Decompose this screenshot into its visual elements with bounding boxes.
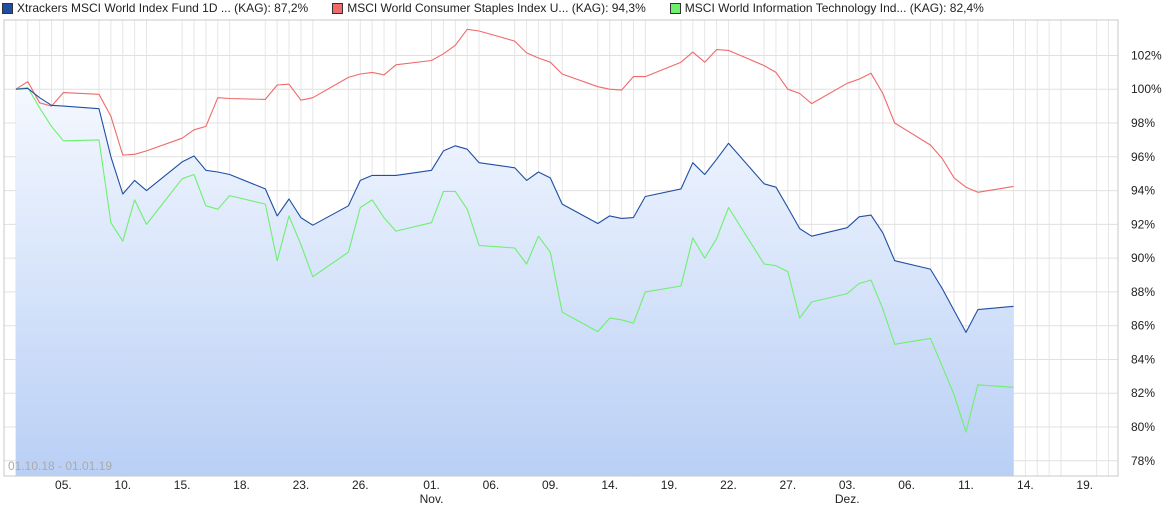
legend-swatch-information-technology <box>669 2 681 14</box>
legend-label-information-technology: MSCI World Information Technology Ind...… <box>684 1 984 15</box>
series-line-2 <box>15 87 1014 433</box>
y-tick-label: 80% <box>1131 420 1155 434</box>
date-range-label: 01.10.18 - 01.01.19 <box>8 459 112 473</box>
legend-swatch-consumer-staples <box>332 2 344 14</box>
y-tick-label: 88% <box>1131 285 1155 299</box>
x-tick-label: 27. <box>779 478 796 492</box>
y-tick-label: 102% <box>1131 48 1162 62</box>
x-axis-ticks: 05. 10. 15. 18. 23. 26. 01. 06. 09. 14. 19. 22. 27. 0… <box>55 478 1093 506</box>
y-tick-label: 86% <box>1131 319 1155 333</box>
legend-item-information-technology[interactable]: MSCI World Information Technology Ind...… <box>669 1 984 15</box>
x-tick-label: 10. <box>114 478 131 492</box>
x-tick-label: 22. <box>720 478 737 492</box>
x-tick-label: 19. <box>1076 478 1093 492</box>
legend-item-xtrackers[interactable]: Xtrackers MSCI World Index Fund 1D ... (… <box>2 1 308 15</box>
x-month-label: Nov. <box>420 492 444 506</box>
y-tick-label: 84% <box>1131 352 1155 366</box>
x-tick-label: 03. <box>839 478 856 492</box>
y-tick-label: 96% <box>1131 150 1155 164</box>
y-tick-label: 92% <box>1131 217 1155 231</box>
y-tick-label: 90% <box>1131 251 1155 265</box>
x-tick-label: 26. <box>352 478 369 492</box>
x-tick-label: 19. <box>661 478 678 492</box>
y-tick-label: 78% <box>1131 454 1155 468</box>
x-tick-label: 06. <box>898 478 915 492</box>
legend-label-consumer-staples: MSCI World Consumer Staples Index U... (… <box>347 1 646 15</box>
series-line-1 <box>15 28 1014 193</box>
area-fill <box>15 88 1014 477</box>
x-tick-label: 18. <box>233 478 250 492</box>
x-tick-label: 11. <box>958 478 974 492</box>
series-line-0 <box>15 87 1014 333</box>
x-tick-label: 14. <box>1017 478 1034 492</box>
x-tick-label: 15. <box>174 478 191 492</box>
y-tick-label: 82% <box>1131 386 1155 400</box>
y-tick-label: 98% <box>1131 116 1155 130</box>
y-tick-label: 94% <box>1131 184 1155 198</box>
legend-item-consumer-staples[interactable]: MSCI World Consumer Staples Index U... (… <box>332 1 646 15</box>
y-tick-label: 100% <box>1131 82 1162 96</box>
chart-legend: Xtrackers MSCI World Index Fund 1D ... (… <box>2 0 1008 16</box>
plot-frame <box>3 19 1119 477</box>
x-tick-label: 09. <box>542 478 559 492</box>
x-month-label: Dez. <box>835 492 860 506</box>
x-tick-label: 14. <box>601 478 618 492</box>
x-tick-label: 01. <box>423 478 440 492</box>
legend-swatch-xtrackers <box>2 2 13 14</box>
legend-label-xtrackers: Xtrackers MSCI World Index Fund 1D ... (… <box>17 1 309 15</box>
x-tick-label: 06. <box>483 478 500 492</box>
series-area-0 <box>15 88 1014 477</box>
series-lines <box>15 28 1014 433</box>
x-tick-label: 05. <box>55 478 72 492</box>
y-axis-ticks: 78% 80% 82% 84% 86% 88% 90% 92% 94% 96% 98% 100% 102… <box>1131 48 1162 467</box>
x-tick-label: 23. <box>293 478 310 492</box>
